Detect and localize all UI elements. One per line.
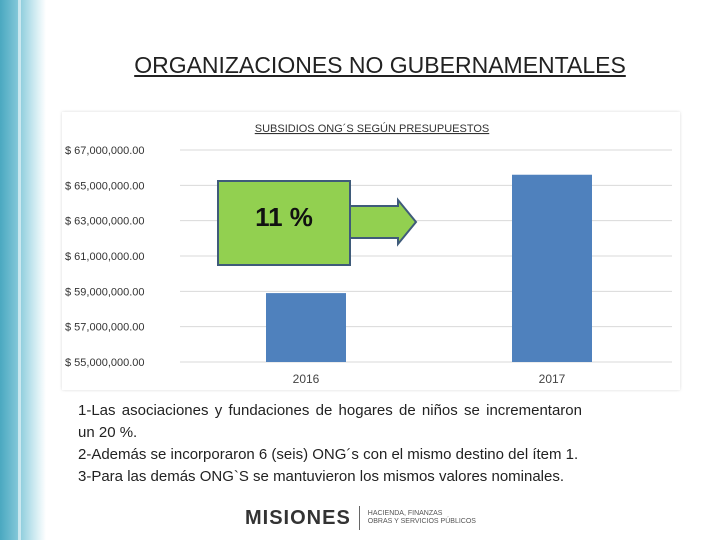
note-3: 3-Para las demás ONG`S se mantuvieron lo… bbox=[78, 468, 565, 485]
y-tick-label: $ 63,000,000.00 bbox=[65, 216, 145, 228]
notes-text: 1-Las asociaciones y fundaciones de hoga… bbox=[78, 400, 582, 488]
callout-label: 11 % bbox=[255, 202, 313, 232]
chart-title: SUBSIDIOS ONG´S SEGÚN PRESUPUESTOS bbox=[255, 122, 490, 135]
x-tick-label: 2016 bbox=[293, 372, 320, 386]
bar-chart: SUBSIDIOS ONG´S SEGÚN PRESUPUESTOS $ 67,… bbox=[65, 122, 672, 386]
y-tick-label: $ 65,000,000.00 bbox=[65, 180, 145, 192]
y-tick-label: $ 57,000,000.00 bbox=[65, 322, 145, 334]
misiones-logo: MISIONES HACIENDA, FINANZAS OBRAS Y SERV… bbox=[245, 506, 476, 530]
logo-subtext-line2: OBRAS Y SERVICIOS PÚBLICOS bbox=[367, 518, 476, 525]
note-2: 2-Además se incorporaron 6 (seis) ONG´s … bbox=[78, 446, 579, 463]
logo-main-text: MISIONES bbox=[245, 506, 351, 529]
slide-title: ORGANIZACIONES NO GUBERNAMENTALES bbox=[134, 52, 626, 78]
decorative-side-stripe bbox=[0, 0, 46, 540]
y-tick-label: $ 67,000,000.00 bbox=[65, 145, 145, 157]
y-tick-label: $ 59,000,000.00 bbox=[65, 286, 145, 298]
x-tick-label: 2017 bbox=[539, 372, 566, 386]
y-tick-label: $ 61,000,000.00 bbox=[65, 251, 145, 263]
callout-arrow-icon bbox=[349, 197, 418, 247]
y-tick-label: $ 55,000,000.00 bbox=[65, 357, 145, 369]
growth-callout: 11 % bbox=[217, 180, 418, 266]
bar-2017 bbox=[512, 174, 592, 362]
logo-subtext: HACIENDA, FINANZAS OBRAS Y SERVICIOS PÚB… bbox=[368, 510, 476, 526]
note-1: 1-Las asociaciones y fundaciones de hoga… bbox=[78, 402, 582, 441]
logo-subtext-line1: HACIENDA, FINANZAS bbox=[367, 510, 443, 517]
logo-separator bbox=[358, 506, 360, 530]
bar-2016 bbox=[266, 293, 346, 362]
